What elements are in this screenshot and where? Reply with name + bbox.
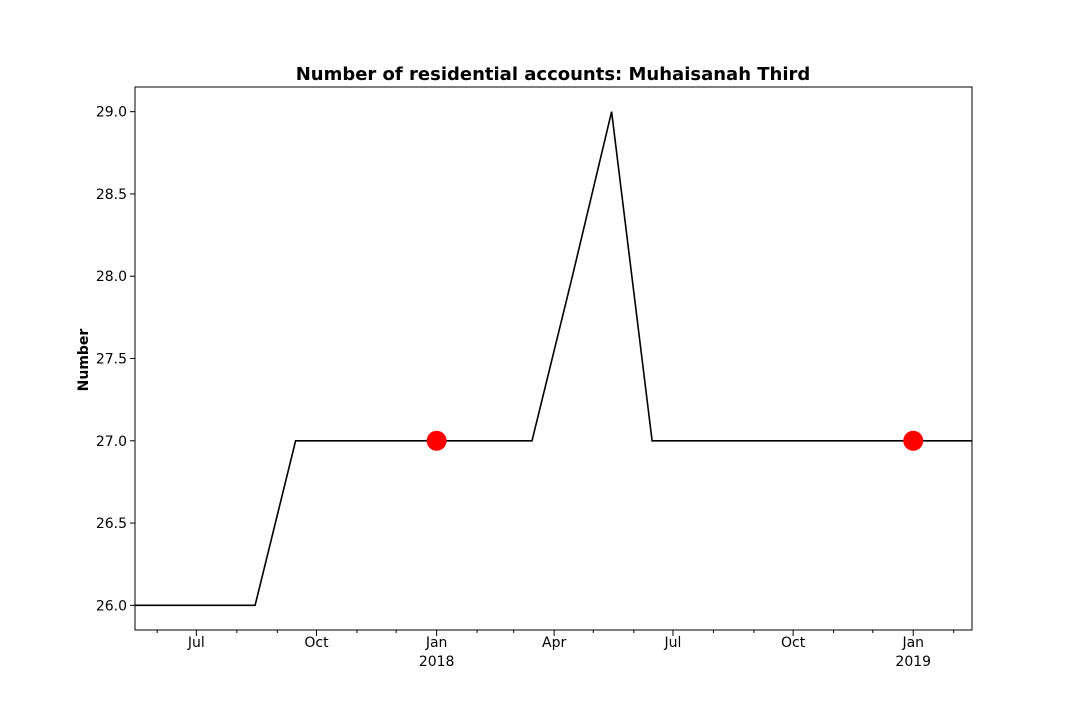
y-tick-label: 26.0 [96,598,127,614]
y-tick-label: 28.5 [96,187,127,203]
x-tick-label: Apr [542,635,566,651]
axis-ticks: 26.0 26.5 27.0 27.5 28.0 28.5 29.0 Jul Oct Jan 201… [96,105,955,670]
highlight-marker [426,430,447,451]
plot-area [135,111,972,607]
y-tick-label: 26.5 [96,516,127,532]
highlight-marker [903,430,924,451]
x-tick-year-label: 2019 [895,654,931,670]
y-tick-label: 27.5 [96,352,127,368]
x-tick-year-label: 2018 [419,654,455,670]
x-tick-label: Oct [781,635,806,651]
axes-frame [134,86,973,631]
x-tick-label: Jul [664,635,682,651]
x-tick-label: Oct [304,635,329,651]
y-tick-label: 29.0 [96,105,127,121]
y-tick-label: 28.0 [96,269,127,285]
series-line [135,111,972,607]
x-tick-label: Jan [901,635,924,651]
y-tick-label: 27.0 [96,434,127,450]
chart-title: Number of residential accounts: Muhaisan… [296,64,811,85]
x-tick-label: Jul [187,635,205,651]
x-tick-label: Jan [425,635,448,651]
y-axis-label: Number [76,329,92,392]
